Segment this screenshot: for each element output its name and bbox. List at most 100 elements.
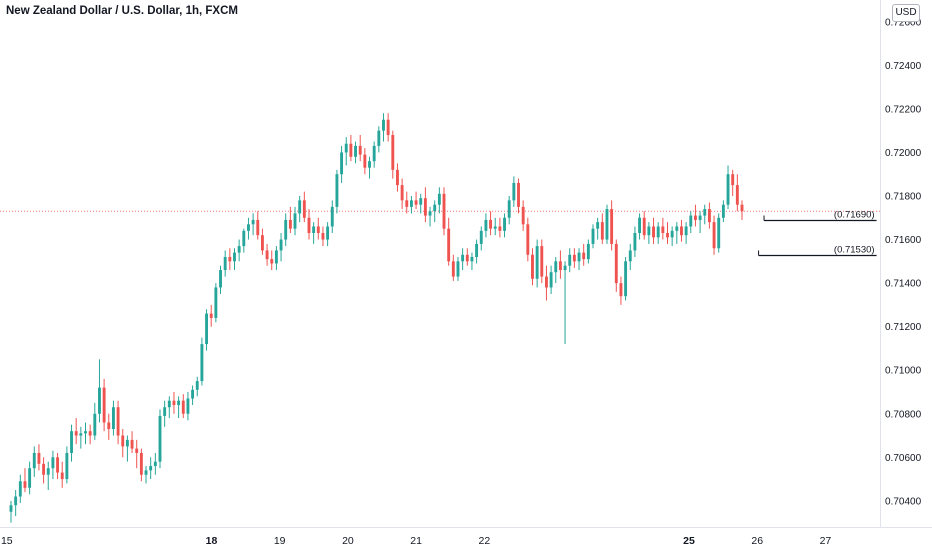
candle: [233, 248, 236, 271]
candle: [270, 250, 274, 271]
price-levels-layer: (0.71690) (0.71530): [758, 210, 877, 257]
candle-body: [288, 219, 292, 229]
candle: [46, 461, 50, 490]
candle-body: [535, 246, 539, 279]
candle-body: [554, 261, 558, 273]
candle-body: [712, 222, 716, 249]
candle-body: [717, 217, 721, 249]
candle-body: [638, 217, 642, 234]
candle: [358, 135, 362, 162]
candle-body: [93, 413, 97, 436]
candle-body: [247, 224, 250, 231]
candle: [265, 243, 269, 266]
candle: [84, 422, 87, 445]
candle: [409, 195, 413, 214]
candle-body: [191, 389, 195, 399]
candle-body: [186, 398, 190, 414]
candle-body: [56, 457, 60, 473]
candle-body: [284, 219, 288, 240]
candle: [517, 178, 520, 214]
candle-body: [88, 431, 92, 436]
candle: [619, 276, 623, 305]
candle: [274, 246, 278, 271]
candle: [344, 137, 348, 166]
candle-body: [624, 261, 628, 297]
candle-body: [680, 226, 683, 236]
candle-body: [568, 254, 572, 266]
candle: [326, 222, 330, 247]
candle-body: [605, 209, 609, 240]
y-tick-label: 0.70600: [885, 453, 922, 464]
candle-body: [479, 230, 483, 244]
candle-body: [619, 283, 623, 297]
candle-body: [600, 222, 604, 240]
candle: [293, 206, 297, 236]
candle-body: [79, 433, 83, 436]
candle-body: [9, 505, 13, 512]
candle: [242, 228, 246, 253]
candle: [642, 211, 646, 240]
candle: [363, 148, 367, 175]
price-axis[interactable]: 0.70400 0.70600 0.70800 0.71000 0.71200 0.714…: [885, 17, 922, 507]
candle-body: [358, 145, 362, 155]
candle: [284, 213, 288, 247]
candle-body: [153, 461, 157, 467]
x-tick-label: 18: [206, 535, 218, 547]
candle: [167, 396, 171, 419]
candle: [260, 228, 264, 255]
candle-body: [177, 400, 181, 406]
candle: [554, 256, 558, 284]
candle-body: [312, 226, 316, 234]
candle: [526, 217, 530, 262]
candle-body: [419, 198, 423, 205]
y-tick-label: 0.72600: [885, 17, 922, 28]
price-level-label: (0.71690): [834, 210, 875, 221]
candle-body: [531, 254, 534, 279]
candle-body: [149, 466, 153, 471]
candle: [405, 191, 409, 214]
candle-body: [265, 250, 269, 260]
candle-body: [116, 407, 120, 436]
candle: [32, 446, 36, 477]
candle-body: [14, 496, 18, 506]
candle: [368, 156, 371, 179]
candle: [302, 191, 306, 223]
candle-body: [652, 226, 655, 238]
candle: [335, 169, 339, 214]
candle: [93, 402, 97, 440]
candle: [65, 446, 69, 484]
candle: [214, 283, 218, 323]
candle: [563, 261, 567, 345]
candle: [251, 213, 255, 236]
candle: [56, 452, 60, 480]
candle-body: [731, 174, 735, 186]
candle-body: [377, 130, 381, 146]
candle-body: [656, 226, 660, 238]
candle-body: [270, 259, 274, 264]
candle-body: [51, 457, 55, 469]
candle-body: [98, 387, 101, 414]
candle: [428, 206, 432, 227]
candle: [288, 206, 292, 234]
x-tick-label: 26: [751, 535, 763, 547]
candle: [498, 217, 502, 238]
candle: [670, 226, 674, 247]
candle-body: [586, 243, 590, 260]
candle-body: [125, 439, 129, 447]
candle: [633, 226, 637, 257]
candle-body: [670, 230, 674, 238]
time-axis[interactable]: 15 18 19 20 21 22 25 26 27: [1, 535, 831, 547]
candle-body: [591, 228, 595, 244]
candle: [98, 359, 101, 423]
currency-badge[interactable]: USD: [892, 4, 920, 22]
candle: [372, 141, 376, 168]
candle: [130, 431, 134, 453]
candle: [125, 435, 129, 462]
candle: [307, 209, 311, 240]
candle-body: [633, 233, 637, 251]
candle: [661, 217, 665, 240]
candle-body: [735, 185, 739, 205]
candle-body: [205, 313, 208, 345]
